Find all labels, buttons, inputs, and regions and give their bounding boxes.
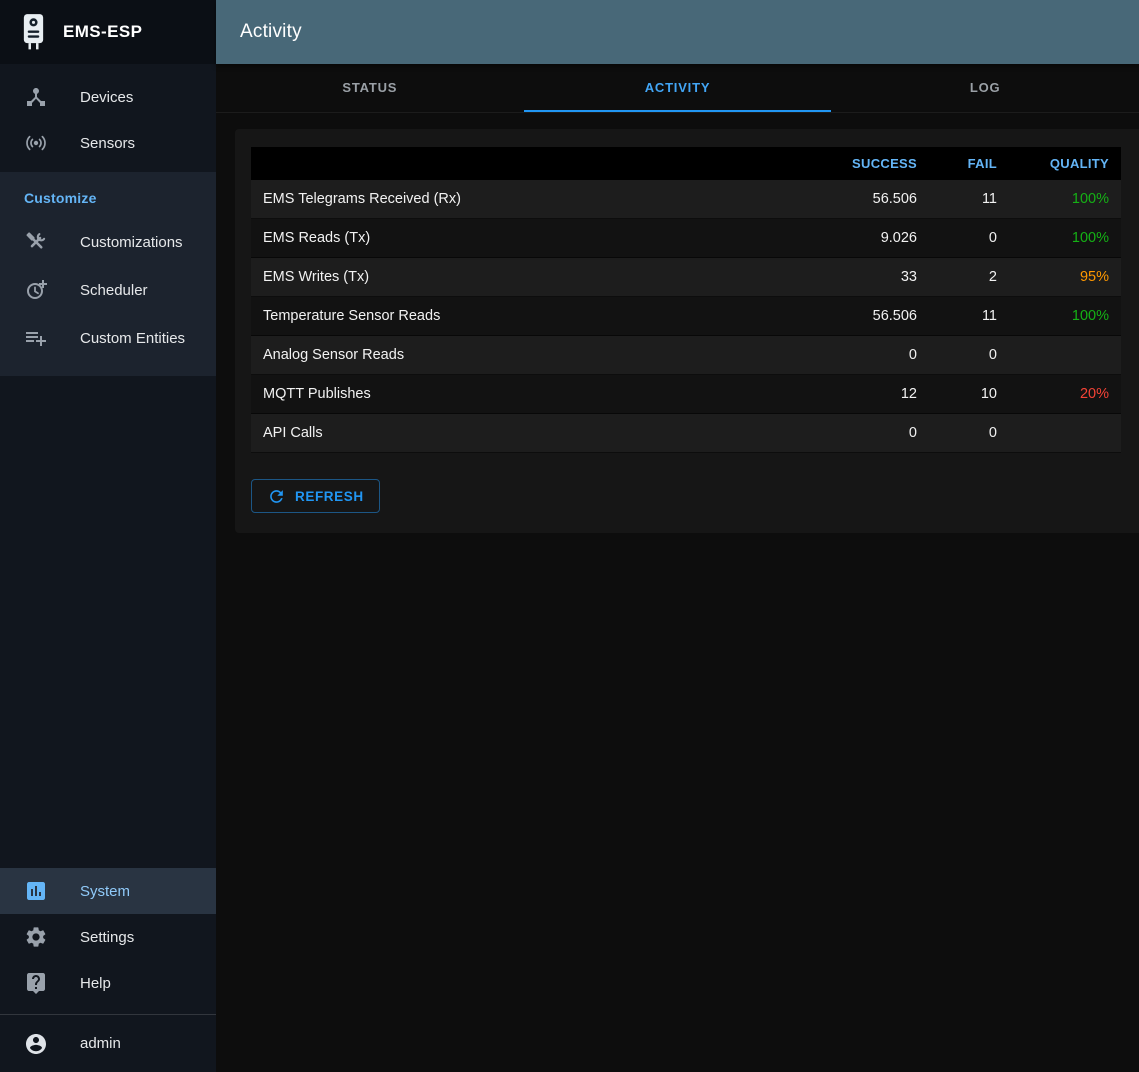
- row-quality: 100%: [1009, 296, 1121, 336]
- sidebar-item-label: Settings: [80, 928, 135, 946]
- refresh-icon: [267, 487, 286, 506]
- row-success: 0: [799, 413, 929, 453]
- row-success: 33: [799, 257, 929, 297]
- content-area: STATUS ACTIVITY LOG SUCCESS FAIL QUALITY: [216, 64, 1139, 1072]
- gear-icon: [24, 925, 80, 949]
- sidebar-item-custom-entities[interactable]: Custom Entities: [0, 314, 216, 362]
- sidebar-item-system[interactable]: System: [0, 868, 216, 914]
- row-fail: 0: [929, 218, 1009, 258]
- row-success: 12: [799, 374, 929, 414]
- topbar: Activity: [216, 0, 1139, 64]
- ems-esp-logo-icon: [20, 12, 47, 52]
- column-header-success: SUCCESS: [799, 147, 929, 180]
- row-success: 56.506: [799, 180, 929, 219]
- refresh-button[interactable]: REFRESH: [251, 479, 380, 513]
- row-quality: [1009, 335, 1121, 375]
- tab-activity[interactable]: ACTIVITY: [523, 64, 832, 112]
- account-circle-icon: [24, 1032, 80, 1056]
- row-label: MQTT Publishes: [251, 374, 799, 414]
- tab-status[interactable]: STATUS: [342, 79, 398, 95]
- row-label: API Calls: [251, 413, 799, 453]
- refresh-button-label: REFRESH: [295, 488, 364, 504]
- row-label: Temperature Sensor Reads: [251, 296, 799, 336]
- row-label: EMS Telegrams Received (Rx): [251, 180, 799, 219]
- sidebar-item-admin[interactable]: admin: [0, 1015, 216, 1072]
- row-fail: 0: [929, 335, 1009, 375]
- row-fail: 10: [929, 374, 1009, 414]
- sidebar-nav: Devices Sensors: [0, 64, 216, 166]
- row-label: EMS Writes (Tx): [251, 257, 799, 297]
- sidebar-item-label: Devices: [80, 88, 134, 106]
- activity-panel: SUCCESS FAIL QUALITY EMS Telegrams Recei…: [235, 129, 1139, 533]
- app-title: EMS-ESP: [63, 22, 143, 41]
- construction-icon: [24, 230, 80, 254]
- table-row: MQTT Publishes 12 10 20%: [251, 374, 1121, 414]
- activity-table: SUCCESS FAIL QUALITY EMS Telegrams Recei…: [251, 147, 1121, 453]
- sidebar-item-help[interactable]: Help: [0, 960, 216, 1006]
- column-header-quality: QUALITY: [1009, 147, 1121, 180]
- sidebar-item-devices[interactable]: Devices: [0, 74, 216, 120]
- row-success: 9.026: [799, 218, 929, 258]
- sidebar-bottom-nav: System Settings Help: [0, 868, 216, 1014]
- row-fail: 11: [929, 296, 1009, 336]
- analytics-icon: [24, 879, 80, 903]
- row-fail: 11: [929, 180, 1009, 219]
- sidebar: EMS-ESP Devices Sensors Customize: [0, 0, 216, 1072]
- table-row: EMS Telegrams Received (Rx) 56.506 11 10…: [251, 180, 1121, 219]
- sidebar-user-section: admin: [0, 1014, 216, 1072]
- row-quality: 100%: [1009, 180, 1121, 219]
- more-time-icon: [24, 278, 80, 302]
- column-header-name: [251, 147, 799, 180]
- playlist-add-icon: [24, 326, 80, 350]
- sidebar-item-label: Sensors: [80, 134, 136, 152]
- customize-section-header: Customize: [24, 190, 97, 206]
- row-quality: 100%: [1009, 218, 1121, 258]
- column-header-fail: FAIL: [929, 147, 1009, 180]
- row-quality: 20%: [1009, 374, 1121, 414]
- sidebar-item-label: Help: [80, 974, 111, 992]
- sidebar-item-label: Scheduler: [80, 281, 148, 299]
- sidebar-item-label: Customizations: [80, 233, 183, 251]
- main-area: Activity STATUS ACTIVITY LOG SUCCESS: [216, 0, 1139, 1072]
- app-logo-header: EMS-ESP: [0, 0, 216, 64]
- table-row: EMS Writes (Tx) 33 2 95%: [251, 257, 1121, 297]
- table-row: Analog Sensor Reads 0 0: [251, 335, 1121, 375]
- row-quality: 95%: [1009, 257, 1121, 297]
- tab-log[interactable]: LOG: [969, 79, 1001, 95]
- device-hub-icon: [24, 85, 80, 109]
- tab-bar: STATUS ACTIVITY LOG: [216, 64, 1139, 113]
- row-label: Analog Sensor Reads: [251, 335, 799, 375]
- sidebar-item-label: Custom Entities: [80, 329, 186, 347]
- sidebar-customize-section: Customize Customizations: [0, 172, 216, 376]
- sidebar-item-label: System: [80, 882, 131, 900]
- help-icon: [24, 971, 80, 995]
- row-fail: 0: [929, 413, 1009, 453]
- table-header-row: SUCCESS FAIL QUALITY: [251, 147, 1121, 180]
- row-label: EMS Reads (Tx): [251, 218, 799, 258]
- row-fail: 2: [929, 257, 1009, 297]
- sidebar-item-settings[interactable]: Settings: [0, 914, 216, 960]
- table-row: API Calls 0 0: [251, 413, 1121, 453]
- page-title: Activity: [240, 21, 302, 42]
- table-row: EMS Reads (Tx) 9.026 0 100%: [251, 218, 1121, 258]
- sidebar-item-scheduler[interactable]: Scheduler: [0, 266, 216, 314]
- sensors-icon: [24, 131, 80, 155]
- sidebar-user-label: admin: [80, 1035, 121, 1052]
- row-success: 56.506: [799, 296, 929, 336]
- sidebar-item-sensors[interactable]: Sensors: [0, 120, 216, 166]
- sidebar-spacer: [0, 376, 216, 868]
- row-quality: [1009, 413, 1121, 453]
- sidebar-item-customizations[interactable]: Customizations: [0, 218, 216, 266]
- table-row: Temperature Sensor Reads 56.506 11 100%: [251, 296, 1121, 336]
- row-success: 0: [799, 335, 929, 375]
